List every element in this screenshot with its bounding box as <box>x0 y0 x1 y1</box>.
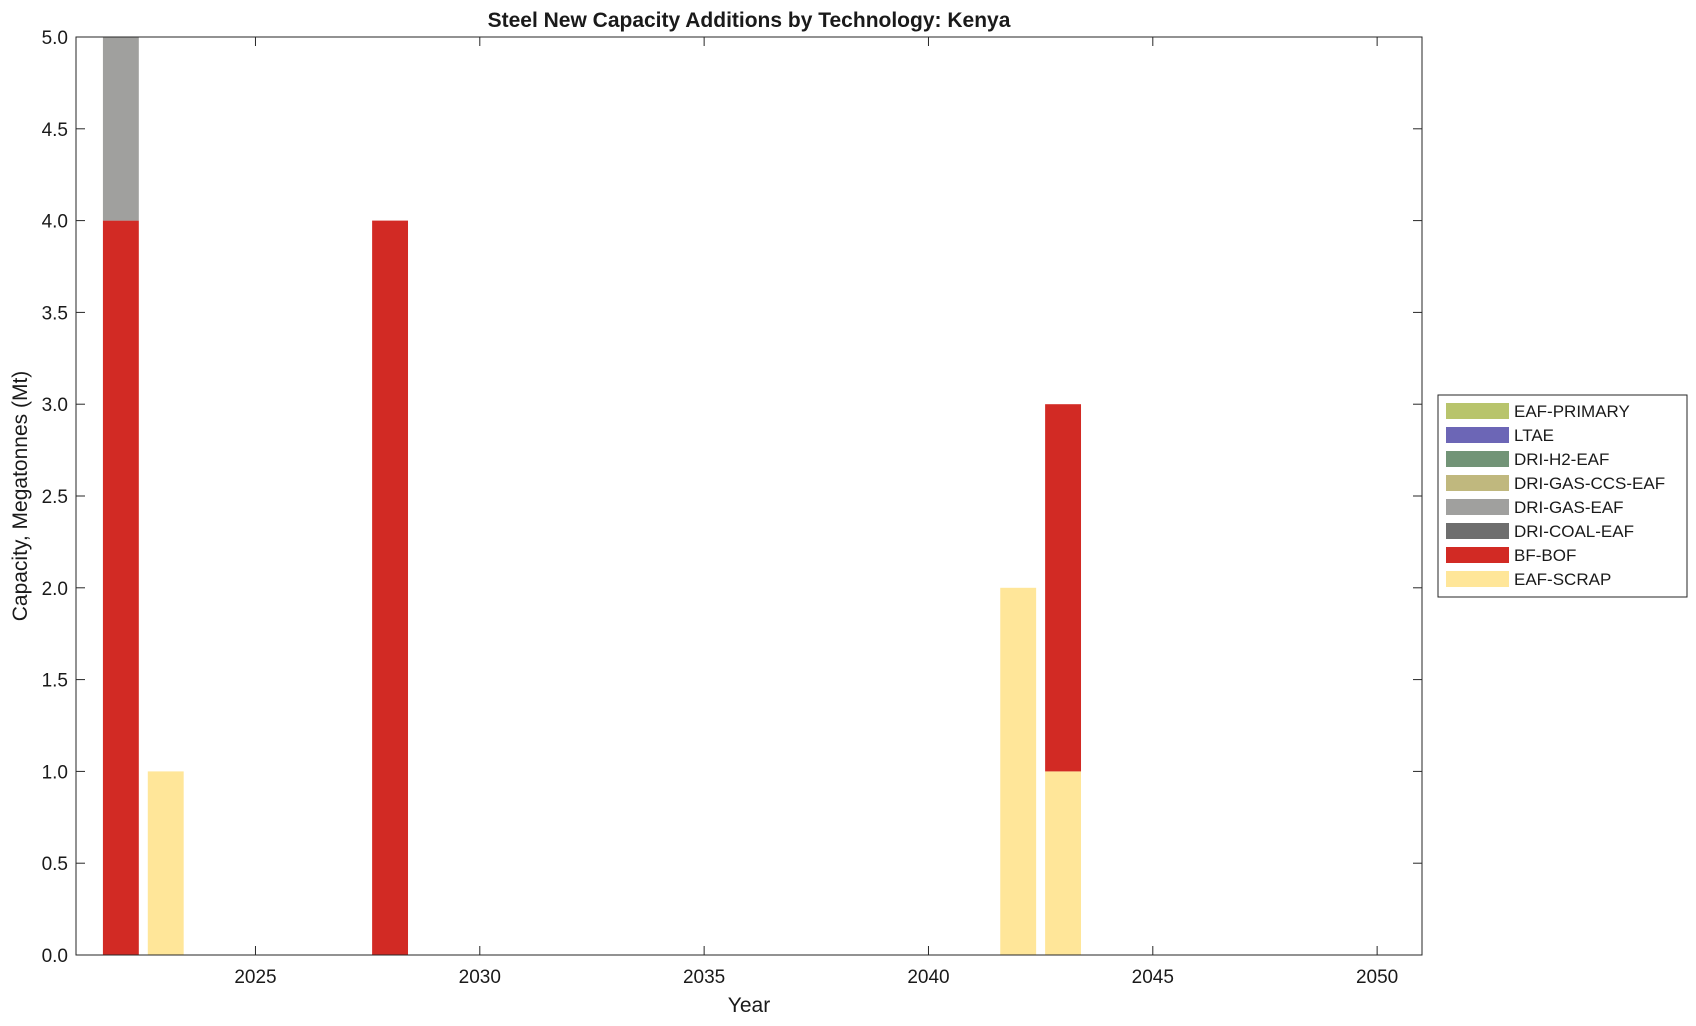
y-tick-label: 3.0 <box>42 395 68 416</box>
bar-eaf-scrap-2023 <box>147 771 184 955</box>
legend-label-dri-coal-eaf: DRI-COAL-EAF <box>1514 522 1634 541</box>
y-tick-label: 4.0 <box>42 212 68 233</box>
bar-dri-gas-eaf-2022 <box>102 37 139 221</box>
x-tick-label: 2040 <box>907 967 949 988</box>
x-tick-label: 2030 <box>459 967 501 988</box>
chart-title: Steel New Capacity Additions by Technolo… <box>488 9 1011 32</box>
legend-swatch-eaf-scrap <box>1446 571 1509 587</box>
x-tick-label: 2050 <box>1356 967 1398 988</box>
legend-label-dri-gas-eaf: DRI-GAS-EAF <box>1514 498 1624 517</box>
bar-eaf-scrap-2042 <box>1000 587 1037 955</box>
y-tick-label: 1.0 <box>42 762 68 783</box>
legend-swatch-dri-coal-eaf <box>1446 523 1509 539</box>
y-tick-label: 4.5 <box>42 120 68 141</box>
y-tick-label: 1.5 <box>42 671 68 692</box>
legend-swatch-dri-gas-ccs-eaf <box>1446 475 1509 491</box>
legend-box <box>1437 394 1688 598</box>
legend-label-dri-h2-eaf: DRI-H2-EAF <box>1514 450 1609 469</box>
y-tick-label: 5.0 <box>42 28 68 49</box>
axis-ticks: 2025 2030 2035 2040 2045 2050 0.0 0.5 1.0 1.5 2.0 2… <box>42 28 1422 988</box>
legend-swatch-eaf-primary <box>1446 403 1509 419</box>
x-axis-label: Year <box>728 994 770 1017</box>
bars-layer <box>102 37 1082 956</box>
y-tick-label: 0.0 <box>42 946 68 967</box>
legend-label-bf-bof: BF-BOF <box>1514 546 1576 565</box>
legend-swatch-dri-gas-eaf <box>1446 499 1509 515</box>
x-tick-label: 2045 <box>1132 967 1174 988</box>
x-tick-label: 2035 <box>683 967 725 988</box>
legend-label-eaf-scrap: EAF-SCRAP <box>1514 570 1611 589</box>
legend-swatch-bf-bof <box>1446 547 1509 563</box>
y-tick-label: 2.0 <box>42 579 68 600</box>
legend-label-eaf-primary: EAF-PRIMARY <box>1514 402 1630 421</box>
legend: EAF-PRIMARY LTAE DRI-H2-EAF DRI-GAS-CCS-EAF… <box>1437 394 1688 598</box>
legend-label-dri-gas-ccs-eaf: DRI-GAS-CCS-EAF <box>1514 474 1665 493</box>
plot-area-frame <box>75 36 1423 956</box>
bar-bf-bof-2022 <box>102 220 139 956</box>
y-tick-label: 2.5 <box>42 487 68 508</box>
legend-swatch-ltae <box>1446 427 1509 443</box>
y-axis-label: Capacity, Megatonnes (Mt) <box>9 371 32 622</box>
y-tick-label: 0.5 <box>42 854 68 875</box>
bar-bf-bof-2043 <box>1045 404 1082 772</box>
bar-eaf-scrap-2043 <box>1045 771 1082 955</box>
x-tick-label: 2025 <box>234 967 276 988</box>
legend-label-ltae: LTAE <box>1514 426 1554 445</box>
y-tick-label: 3.5 <box>42 303 68 324</box>
bar-bf-bof-2028 <box>372 220 409 956</box>
legend-swatch-dri-h2-eaf <box>1446 451 1509 467</box>
